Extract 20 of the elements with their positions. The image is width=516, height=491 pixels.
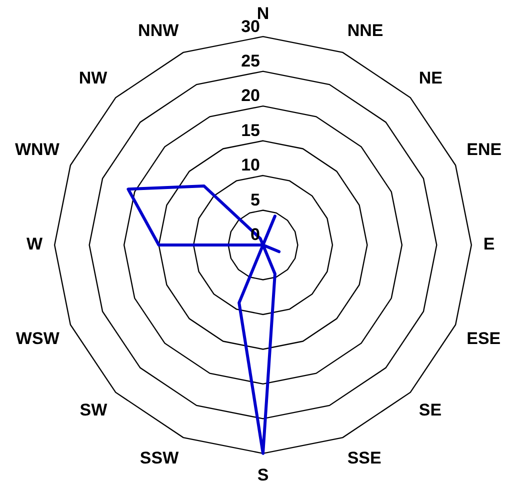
- spoke-label: SW: [80, 400, 108, 420]
- spoke-label: S: [257, 465, 269, 484]
- y-tick-label: 20: [241, 86, 260, 106]
- spoke-label: WSW: [16, 329, 60, 348]
- y-tick-label: 5: [250, 190, 260, 210]
- spoke-label: SSW: [140, 448, 180, 468]
- spoke-label: NNE: [347, 20, 384, 40]
- spoke-label: ESE: [466, 329, 501, 348]
- y-tick-label: 10: [241, 156, 260, 175]
- spoke-label: NE: [418, 68, 442, 88]
- spoke-label: NNW: [138, 20, 180, 40]
- spoke-label: SE: [418, 400, 442, 420]
- spoke-label: WNW: [14, 140, 60, 160]
- y-tick-label: 25: [241, 52, 260, 71]
- spoke-label: ENE: [466, 140, 502, 160]
- spoke-label: NW: [78, 68, 108, 88]
- spoke-label: W: [26, 234, 44, 254]
- spoke-label: SSE: [347, 448, 382, 468]
- spoke-label: E: [483, 234, 495, 254]
- y-tick-label: 15: [241, 120, 260, 140]
